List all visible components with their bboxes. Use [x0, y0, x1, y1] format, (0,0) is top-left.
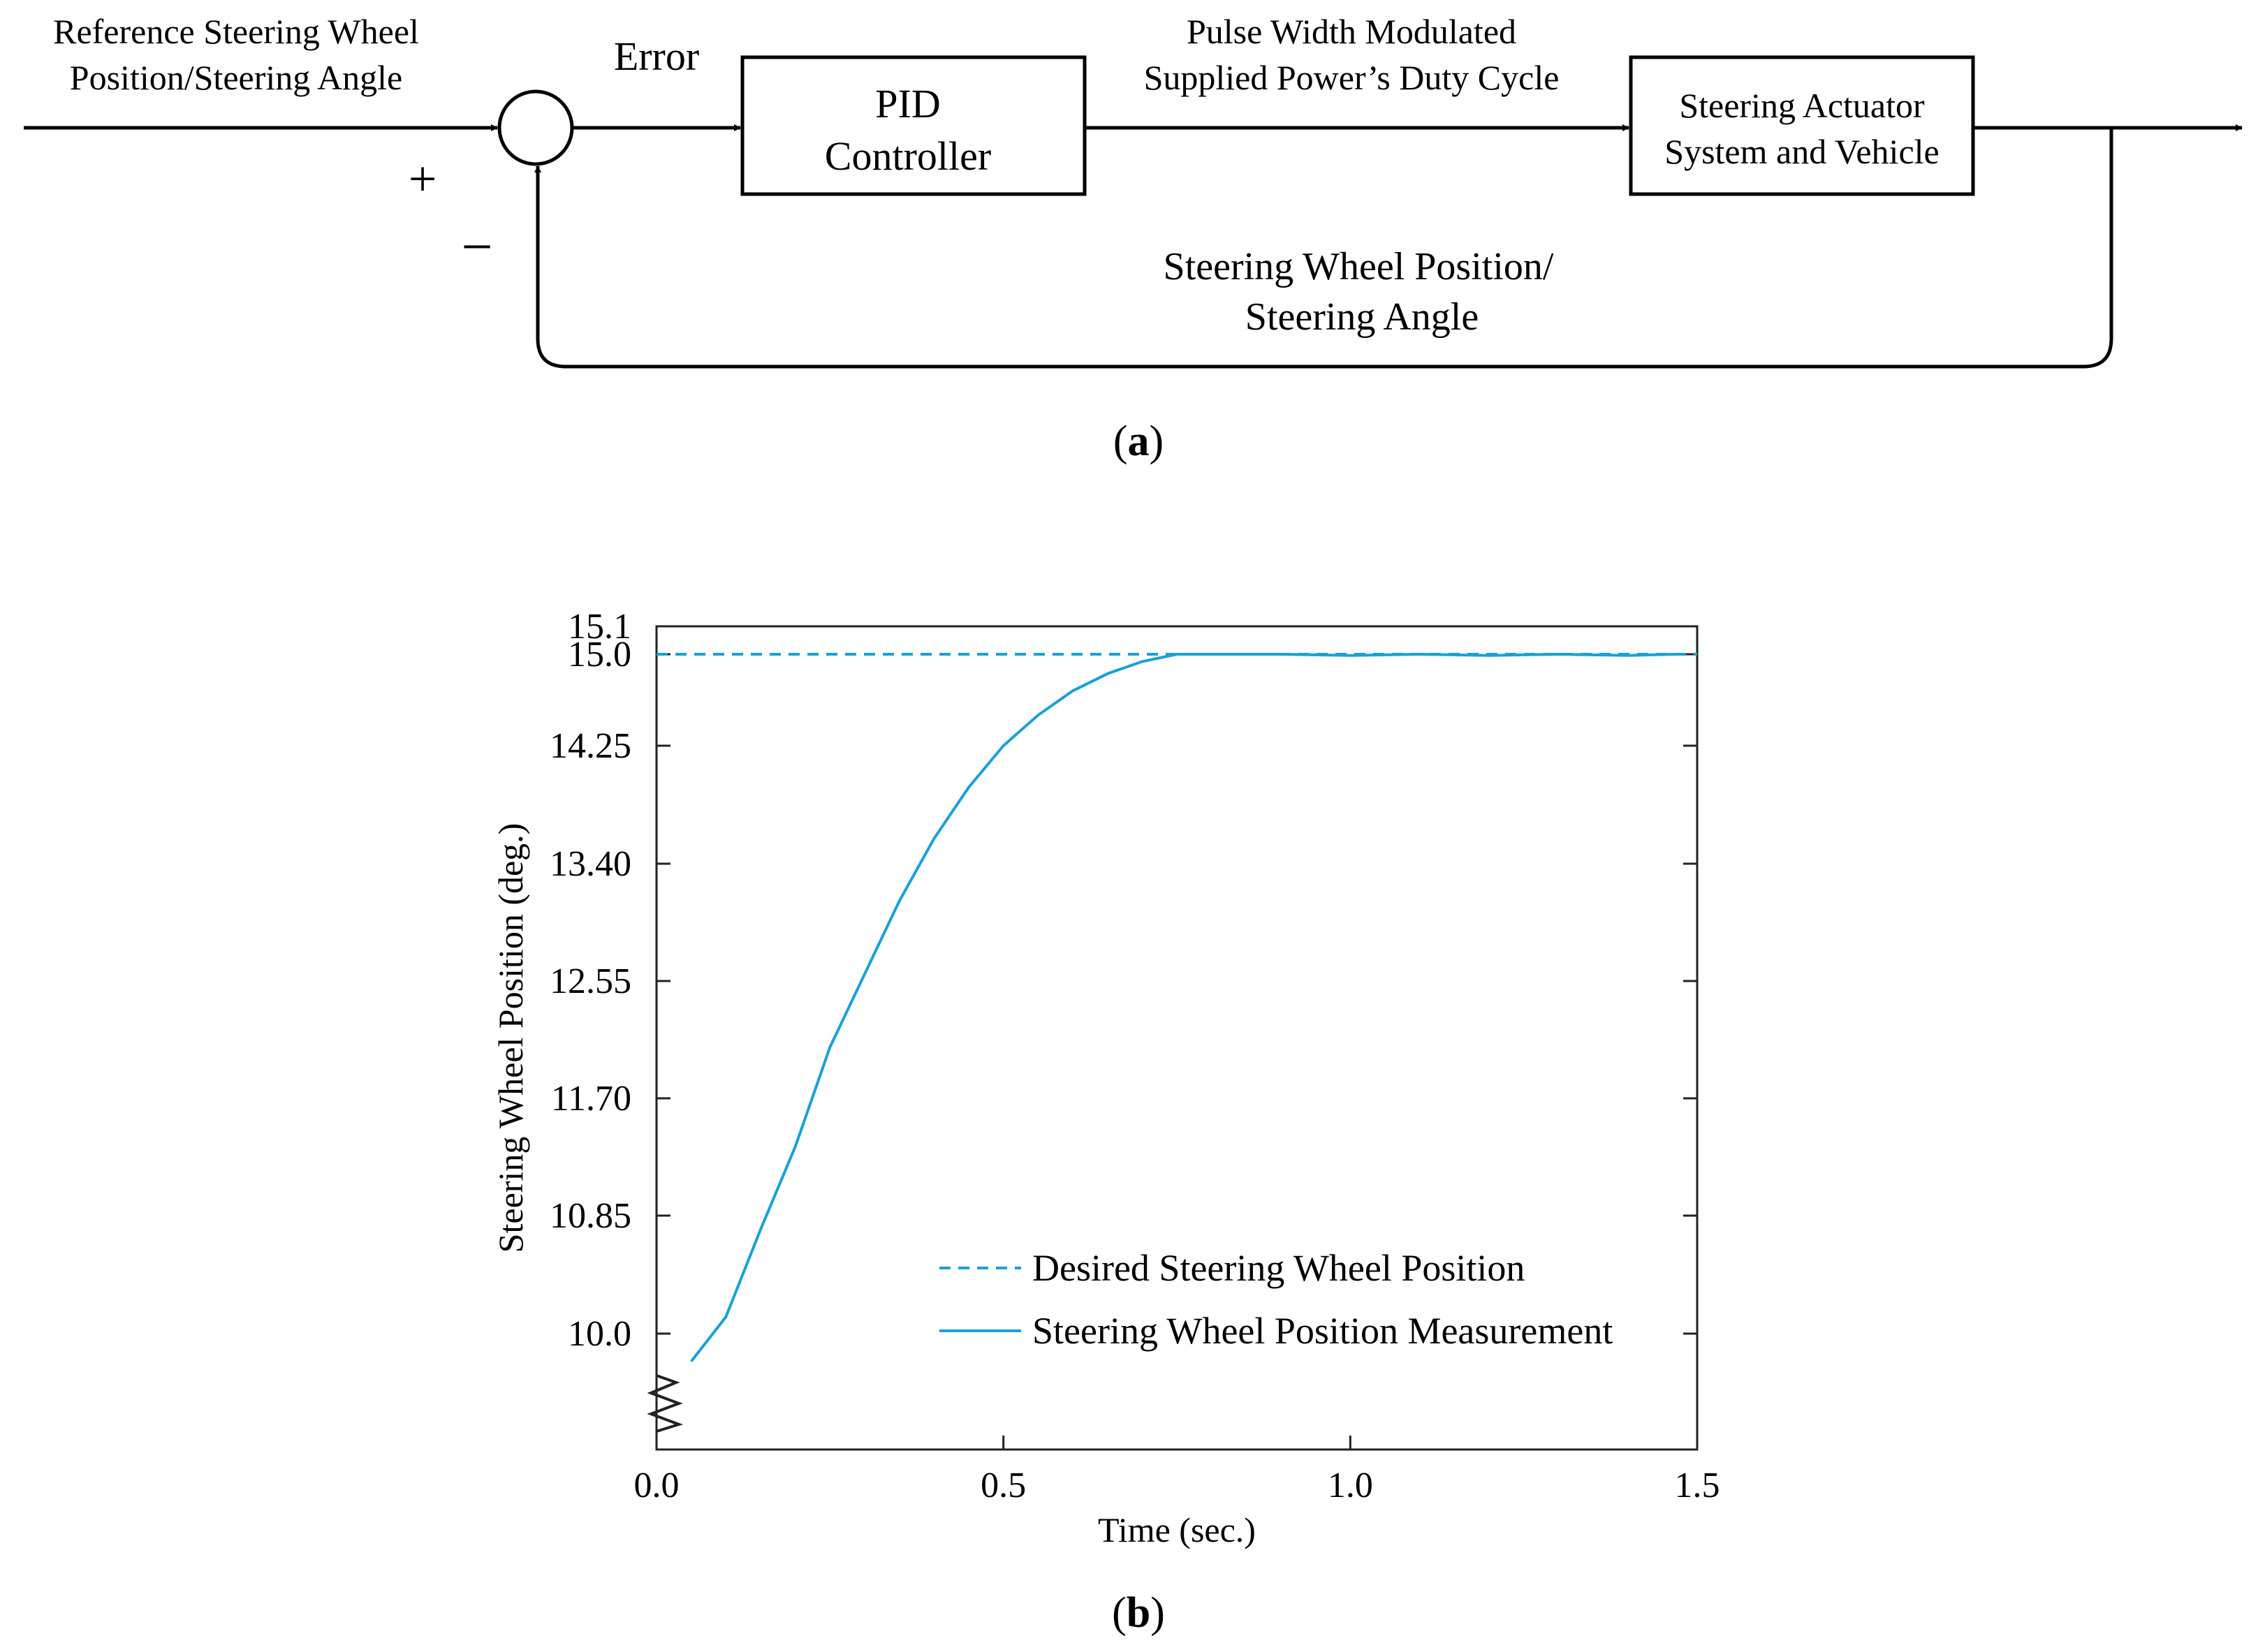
x-tick-label: 1.0	[1328, 1466, 1373, 1505]
feedback-label-line1: Steering Wheel Position/	[1164, 245, 1554, 288]
steering-actuator-block	[1629, 55, 1975, 196]
x-axis-label: Time (sec.)	[1098, 1510, 1256, 1549]
error-label: Error	[614, 34, 699, 79]
reference-input-label-line2: Position/Steering Angle	[70, 58, 402, 97]
summing-junction	[497, 89, 574, 166]
plant-label-line2: System and Vehicle	[1664, 132, 1939, 171]
reference-input-label-line1: Reference Steering Wheel	[53, 12, 419, 51]
pwm-label-line2: Supplied Power’s Duty Cycle	[1144, 58, 1560, 97]
legend-entry: Desired Steering Wheel Position	[1032, 1247, 1525, 1289]
feedback-path	[534, 128, 2113, 369]
y-tick-label: 14.25	[550, 726, 631, 766]
plot-frame	[655, 625, 1699, 1451]
pwm-label-line1: Pulse Width Modulated	[1187, 12, 1516, 51]
x-tick-label: 0.0	[634, 1466, 680, 1505]
caption-b: (b)	[1112, 1589, 1165, 1637]
pid-label-line2: Controller	[825, 133, 991, 179]
minus-sign: −	[461, 216, 492, 278]
plant-label-line1: Steering Actuator	[1679, 86, 1925, 125]
x-tick-label: 1.5	[1675, 1466, 1720, 1505]
pid-label-line1: PID	[875, 81, 940, 126]
y-tick-label: 13.40	[550, 844, 631, 884]
block-diagram-labels: Reference Steering Wheel Position/Steeri…	[53, 12, 1940, 465]
y-tick-label: 12.55	[550, 961, 631, 1001]
y-tick-label: 15.0	[568, 635, 631, 674]
axis-break-marker	[647, 1374, 684, 1433]
pid-controller-block	[740, 55, 1087, 196]
legend-entry: Steering Wheel Position Measurement	[1032, 1310, 1613, 1352]
y-tick-label: 10.85	[550, 1196, 631, 1236]
x-tick-label: 0.5	[981, 1466, 1026, 1505]
y-axis-label: Steering Wheel Position (deg.)	[491, 823, 530, 1253]
feedback-label-line2: Steering Angle	[1245, 295, 1479, 339]
y-tick-label: 15.1	[568, 607, 631, 647]
block-diagram	[24, 55, 2243, 369]
caption-a: (a)	[1113, 418, 1164, 465]
plus-sign: +	[409, 151, 437, 207]
y-tick-label: 10.0	[568, 1314, 631, 1354]
measured-position-line	[690, 652, 1677, 1363]
y-tick-label: 11.70	[551, 1079, 631, 1119]
step-response-chart: 0.0 0.5 1.0 1.5 10.0 10.85 11.70 12.55 13.40 14.2…	[491, 607, 1720, 1549]
